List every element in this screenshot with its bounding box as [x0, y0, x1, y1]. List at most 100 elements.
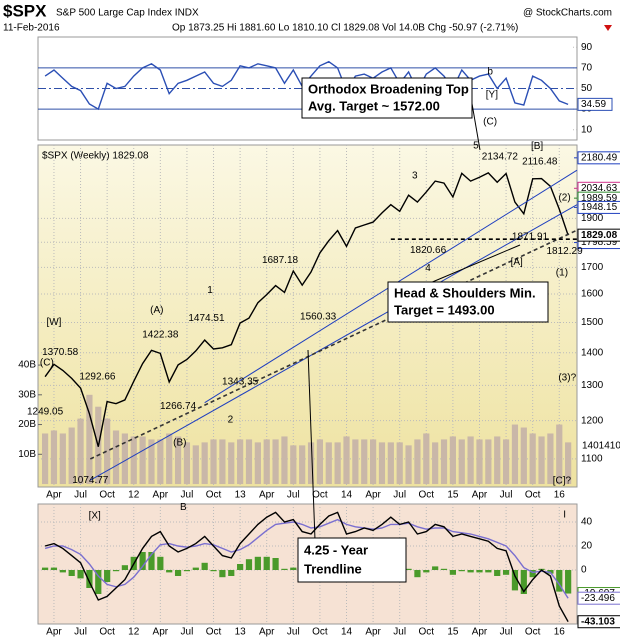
x-tick-label: Apr: [46, 627, 62, 638]
callout-box: [387, 281, 549, 323]
y-tick-label: 20: [581, 541, 593, 552]
x-tick-label: Apr: [46, 490, 62, 501]
value-box: [577, 97, 613, 111]
annotation: [A]: [511, 257, 523, 268]
value-box-label: -23.496: [581, 593, 615, 604]
annotation: 1292.66: [79, 372, 116, 383]
value-box: [577, 200, 620, 214]
bar: [148, 439, 155, 485]
bar: [556, 570, 563, 592]
bar: [556, 424, 563, 485]
quote: Op 1873.25 Hi 1881.60 Lo 1810.10 Cl 1829…: [172, 23, 518, 34]
annotation: (3)?: [558, 373, 576, 384]
bar: [440, 439, 448, 485]
callout-text: 4.25 - Year: [304, 542, 368, 557]
bar: [494, 570, 501, 576]
bar: [396, 442, 403, 485]
y-tick-label: 1200: [581, 415, 604, 426]
bar: [41, 433, 49, 485]
x-tick-label: 14: [341, 490, 353, 501]
y2-tick-label: 40B: [18, 360, 36, 371]
annotation: 1370.58: [42, 347, 79, 358]
bar: [378, 442, 386, 485]
x-tick-label: Jul: [500, 627, 513, 638]
index-name: S&P 500 Large Cap Index INDX: [56, 8, 199, 19]
callout-box: [301, 77, 473, 119]
bar: [467, 570, 474, 573]
y2-tick-label: 30B: [18, 389, 36, 400]
annotation: 1422.38: [142, 330, 179, 341]
x-tick-label: 13: [235, 627, 247, 638]
annotation: 1074.77: [72, 475, 109, 486]
bar: [245, 439, 253, 485]
bar: [183, 570, 191, 572]
bar: [272, 439, 279, 485]
x-tick-label: Apr: [365, 490, 381, 501]
annotation: 5: [473, 141, 479, 152]
bar: [307, 442, 315, 485]
bar: [511, 570, 519, 591]
x-tick-label: Jul: [500, 490, 513, 501]
x-tick-label: Jul: [393, 490, 406, 501]
bar: [502, 570, 510, 575]
bar: [405, 445, 412, 485]
annotation: [X]: [89, 511, 101, 522]
bar: [95, 570, 102, 594]
bar: [352, 439, 359, 485]
annotation: 3: [412, 170, 418, 181]
bar: [68, 427, 75, 485]
y-tick-label: 90: [581, 42, 593, 53]
legend: $SPX (Weekly) 1829.08: [42, 151, 149, 162]
bar: [281, 568, 288, 570]
annotation: (C): [483, 117, 497, 128]
value-box-label: 1829.08: [581, 230, 618, 241]
bar: [183, 442, 191, 485]
x-tick-label: 15: [447, 627, 459, 638]
value-box-label: -43.103: [581, 616, 615, 627]
bar: [405, 568, 412, 570]
value-box-label: 2034.63: [581, 183, 618, 194]
bar: [547, 433, 554, 485]
x-tick-label: Jul: [181, 490, 194, 501]
bar: [529, 433, 536, 485]
x-tick-label: 16: [554, 490, 566, 501]
y2-tick-label: 10B: [18, 449, 36, 460]
bar: [502, 439, 510, 485]
bar: [59, 433, 66, 485]
annotation: 1871.91: [512, 232, 549, 243]
annotation: (1): [556, 268, 568, 279]
y-tick-label: 40: [581, 517, 593, 528]
bar: [494, 436, 501, 485]
bar: [432, 442, 439, 485]
y-tick-label: 1500: [581, 317, 604, 328]
trendline: [89, 229, 578, 460]
symbol: $SPX: [3, 1, 47, 20]
bar: [112, 430, 120, 485]
bar: [86, 394, 93, 485]
x-tick-label: Apr: [472, 627, 488, 638]
x-tick-label: Oct: [312, 490, 328, 501]
x-tick-label: Oct: [99, 627, 115, 638]
annotation: 1474.51: [188, 313, 225, 324]
bar: [334, 442, 341, 485]
date: 11-Feb-2016: [3, 23, 60, 34]
bar: [432, 566, 439, 570]
annotation: 2: [228, 415, 234, 426]
bar: [192, 445, 199, 485]
y-tick-label: 1900: [581, 213, 604, 224]
x-tick-label: Jul: [74, 627, 87, 638]
bar: [476, 570, 483, 573]
x-tick-label: Apr: [259, 490, 275, 501]
bar: [290, 567, 297, 570]
x-tick-label: Oct: [206, 490, 222, 501]
bar: [254, 442, 261, 485]
bar: [174, 570, 182, 576]
callout: Orthodox Broadening Top Avg. Target ~ 15…: [301, 77, 481, 151]
x-tick-label: Oct: [525, 627, 541, 638]
annotation: b: [487, 67, 493, 78]
annotation: 1343.35: [222, 376, 259, 387]
bar: [387, 442, 394, 485]
bar: [272, 558, 279, 570]
down-arrow: [604, 25, 612, 31]
bar: [414, 439, 421, 485]
